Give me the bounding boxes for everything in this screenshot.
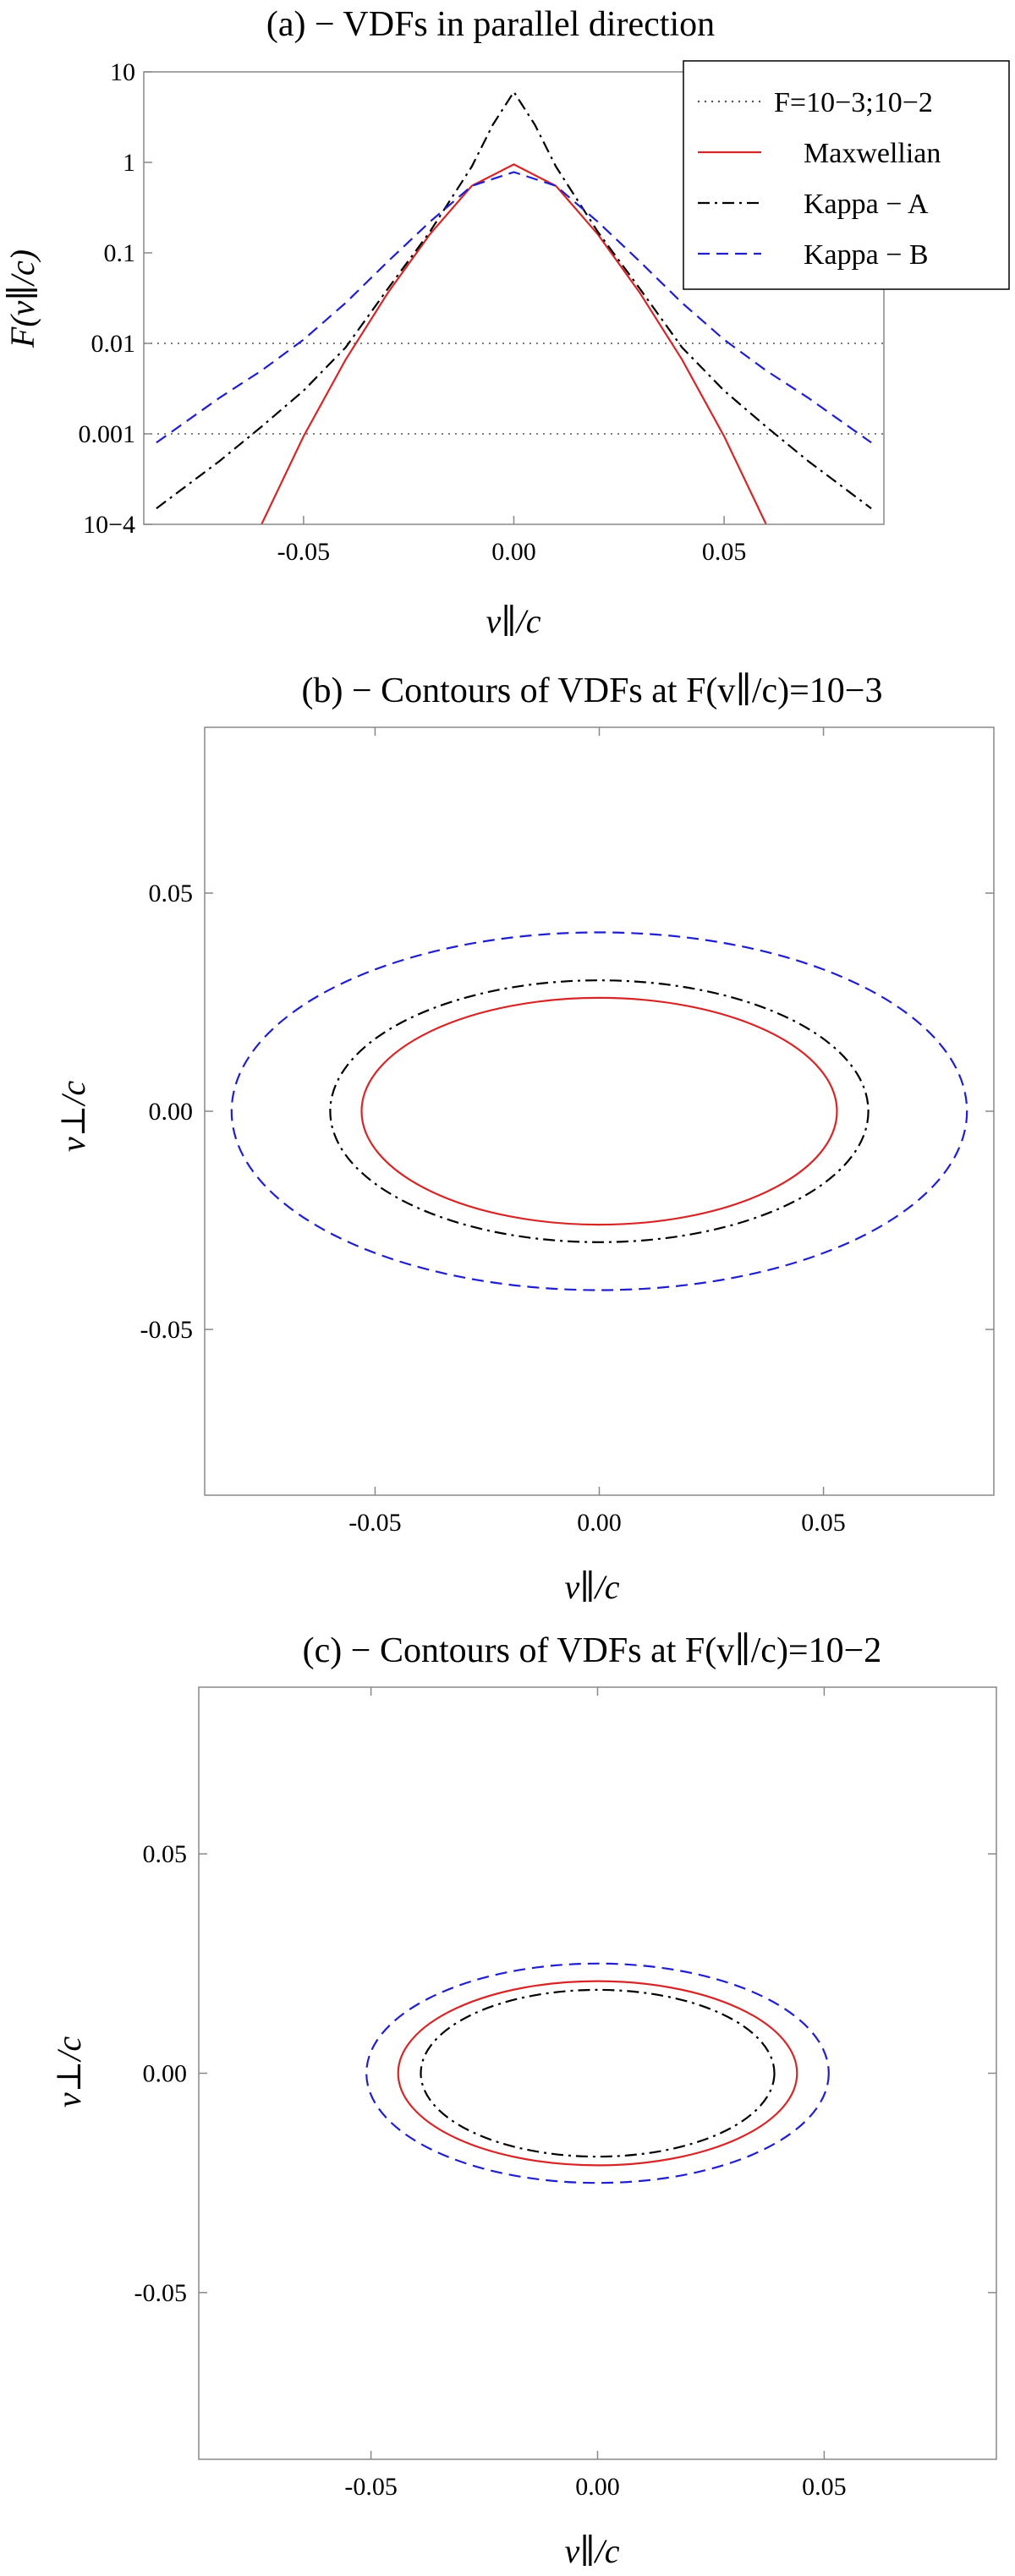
y-tick-label: 10 [110,58,135,86]
legend-label-maxwellian: Maxwellian [804,138,941,169]
y-tick-label: 0.1 [104,239,136,267]
y-tick-label: 0.001 [79,420,136,448]
plot-frame [198,1686,997,2460]
contour-kappa-b [230,931,968,1291]
x-tick-label: 0.05 [801,1509,846,1537]
y-tick-label: 0.00 [149,1098,194,1126]
panel-b: (b) − Contours of VDFs at F(v∥/c)=10−3 -… [54,671,995,1606]
contour-kappa-a [329,979,870,1243]
legend-box [683,60,1010,290]
y-axis-label: v⊥/c [50,2036,88,2107]
y-ticks: 0.05 0.00 -0.05 [134,1840,996,2307]
x-ticks: -0.05 0.00 0.05 [277,516,747,566]
y-tick-label: 0.01 [91,330,136,358]
legend-label-kappa-a: Kappa − A [804,189,929,220]
y-axis-label: v⊥/c [54,1081,92,1152]
series-group [230,931,968,1291]
y-axis-label: F(v∥/c) [3,249,41,348]
y-tick-label: 0.05 [143,1840,188,1868]
x-tick-label: 0.05 [802,2473,847,2501]
x-axis-label: v∥/c [564,1568,619,1606]
y-tick-label: 10−4 [83,511,135,539]
series-group [365,1962,830,2184]
x-tick-label: -0.05 [344,2473,398,2501]
plot-frame [204,726,995,1496]
x-tick-label: -0.05 [277,538,331,566]
contour-maxwellian [397,1980,798,2167]
x-tick-label: -0.05 [348,1509,402,1537]
panel-a-title: (a) − VDFs in parallel direction [266,5,715,44]
x-tick-label: 0.00 [577,1509,622,1537]
panel-b-title: (b) − Contours of VDFs at F(v∥/c)=10−3 [302,671,883,710]
contour-kappa-a [420,1988,776,2158]
panel-c: (c) − Contours of VDFs at F(v∥/c)=10−2 -… [50,1631,997,2570]
legend-label-reference: F=10−3;10−2 [774,87,933,118]
panel-a: (a) − VDFs in parallel direction -0.05 0.… [3,5,1010,640]
legend: F=10−3;10−2 Maxwellian Kappa − A Kappa −… [683,60,1010,290]
y-tick-label: 1 [123,149,135,177]
legend-label-kappa-b: Kappa − B [804,239,929,271]
contour-maxwellian [360,996,838,1226]
y-tick-label: 0.05 [149,880,194,907]
x-ticks: -0.05 0.00 0.05 [344,1687,847,2501]
series-line-maxwellian [261,163,767,525]
panel-c-title: (c) − Contours of VDFs at F(v∥/c)=10−2 [303,1631,882,1670]
x-tick-label: 0.05 [702,538,747,566]
x-tick-label: 0.00 [491,538,536,566]
y-tick-label: 0.00 [143,2060,188,2088]
reference-lines [144,343,884,435]
y-tick-label: -0.05 [134,2279,188,2307]
series-line-kappa-b [156,171,872,444]
x-tick-label: 0.00 [575,2473,620,2501]
contour-kappa-b [365,1962,830,2184]
y-tick-label: -0.05 [140,1316,194,1344]
y-ticks: 0.05 0.00 -0.05 [140,880,994,1344]
x-ticks: -0.05 0.00 0.05 [348,727,846,1537]
y-ticks: 10 1 0.1 0.01 0.001 10−4 [79,58,152,539]
x-axis-label: v∥/c [486,602,540,640]
series-group [156,90,872,525]
x-axis-label: v∥/c [564,2532,619,2570]
